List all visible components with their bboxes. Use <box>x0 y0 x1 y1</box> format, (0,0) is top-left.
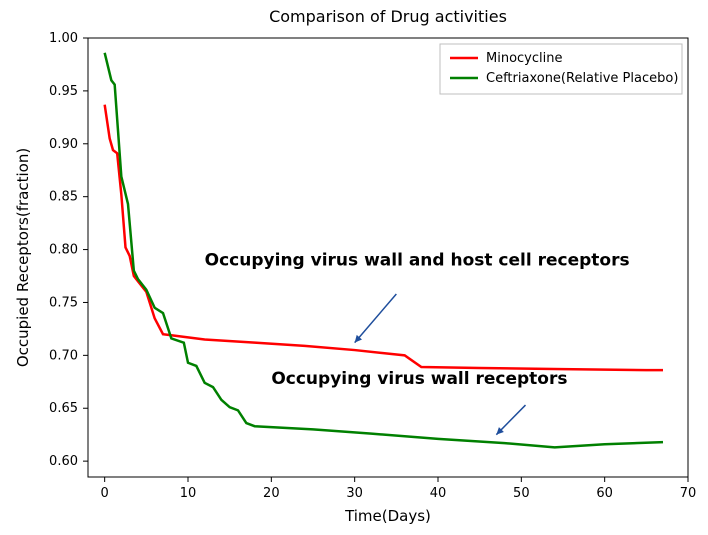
y-tick-label: 0.80 <box>49 243 78 258</box>
x-tick-label: 40 <box>430 486 447 501</box>
x-tick-label: 70 <box>680 486 697 501</box>
annotation-text-1: Occupying virus wall receptors <box>271 369 567 389</box>
x-axis-label: Time(Days) <box>344 507 431 525</box>
x-tick-label: 30 <box>346 486 363 501</box>
legend-label-1: Ceftriaxone(Relative Placebo) <box>486 71 678 86</box>
y-tick-label: 0.75 <box>49 295 78 310</box>
chart-svg: 0 10 20 30 40 50 60 70 0.60 0.65 0.70 0.75 0.80 0.85 0… <box>0 0 708 535</box>
x-tick-label: 10 <box>180 486 197 501</box>
annotation-text-0: Occupying virus wall and host cell recep… <box>205 250 630 270</box>
x-tick-label: 20 <box>263 486 280 501</box>
y-tick-label: 0.70 <box>49 348 78 363</box>
legend-label-0: Minocycline <box>486 51 562 66</box>
y-tick-label: 0.90 <box>49 137 78 152</box>
chart-container: 0 10 20 30 40 50 60 70 0.60 0.65 0.70 0.75 0.80 0.85 0… <box>0 0 708 535</box>
chart-title: Comparison of Drug activities <box>269 7 507 26</box>
y-tick-label: 0.85 <box>49 190 78 205</box>
y-tick-label: 0.65 <box>49 401 78 416</box>
x-tick-label: 60 <box>596 486 613 501</box>
y-tick-label: 0.95 <box>49 84 78 99</box>
y-tick-label: 0.60 <box>49 454 78 469</box>
y-axis-label: Occupied Receptors(fraction) <box>14 148 32 367</box>
x-tick-label: 0 <box>101 486 109 501</box>
y-tick-label: 1.00 <box>49 31 78 46</box>
x-tick-label: 50 <box>513 486 530 501</box>
